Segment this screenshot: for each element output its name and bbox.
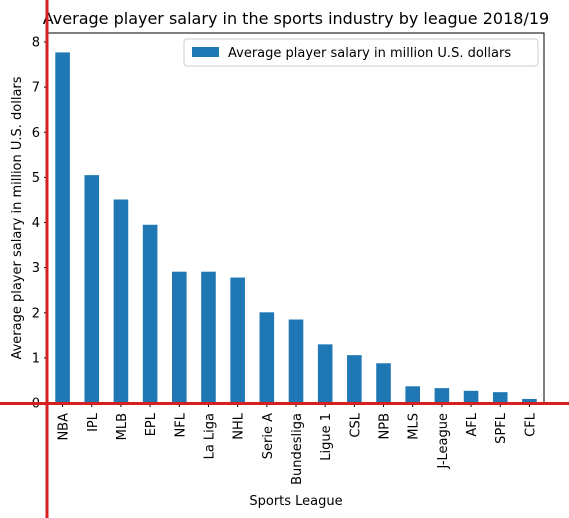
x-tick-label: EPL (144, 412, 159, 436)
bar (172, 271, 187, 403)
bar (113, 199, 129, 403)
x-tick-label: Bundesliga (290, 413, 305, 485)
legend-swatch (192, 47, 219, 57)
bar (463, 390, 479, 403)
y-tick-label: 8 (32, 36, 40, 51)
bar (492, 392, 508, 403)
x-tick-label: NBA (57, 413, 72, 441)
bar (317, 344, 333, 403)
y-tick-label: 1 (32, 351, 40, 366)
x-tick-label: J-League (436, 413, 451, 470)
legend-box (183, 38, 539, 67)
y-tick-label: 2 (32, 306, 40, 321)
x-tick-label: NPB (378, 413, 393, 439)
bar (201, 271, 216, 403)
legend-label: Average player salary in million U.S. do… (228, 46, 511, 61)
y-axis-label: Average player salary in million U.S. do… (10, 76, 25, 359)
x-tick-label: SPFL (494, 412, 509, 444)
bar (259, 312, 275, 403)
x-tick-label: La Liga (202, 413, 217, 459)
chart-title: Average player salary in the sports indu… (43, 9, 549, 28)
x-axis-label: Sports League (249, 494, 342, 509)
x-tick-label: NFL (173, 412, 188, 437)
y-tick-label: 7 (32, 81, 40, 96)
bar (142, 224, 158, 403)
x-tick-label: NHL (232, 412, 247, 440)
x-tick-label: Ligue 1 (319, 413, 334, 461)
bar (347, 355, 362, 403)
bar (434, 388, 450, 403)
y-tick-label: 3 (32, 261, 40, 276)
x-tick-label: MLB (115, 413, 130, 440)
bar (288, 319, 304, 403)
x-tick-label: CFL (523, 412, 538, 437)
y-tick-label: 5 (32, 171, 40, 186)
x-tick-label: CSL (348, 412, 363, 437)
x-tick-label: MLS (407, 413, 422, 440)
bar (405, 386, 420, 403)
bar (376, 363, 391, 403)
bar (230, 277, 245, 403)
x-tick-label: IPL (86, 412, 101, 432)
x-tick-label: AFL (465, 412, 480, 436)
bar (55, 52, 70, 404)
x-tick-label: Serie A (261, 413, 276, 459)
y-tick-label: 4 (32, 216, 40, 231)
bar (84, 175, 100, 403)
bar (522, 398, 537, 403)
y-tick-label: 6 (32, 126, 40, 141)
